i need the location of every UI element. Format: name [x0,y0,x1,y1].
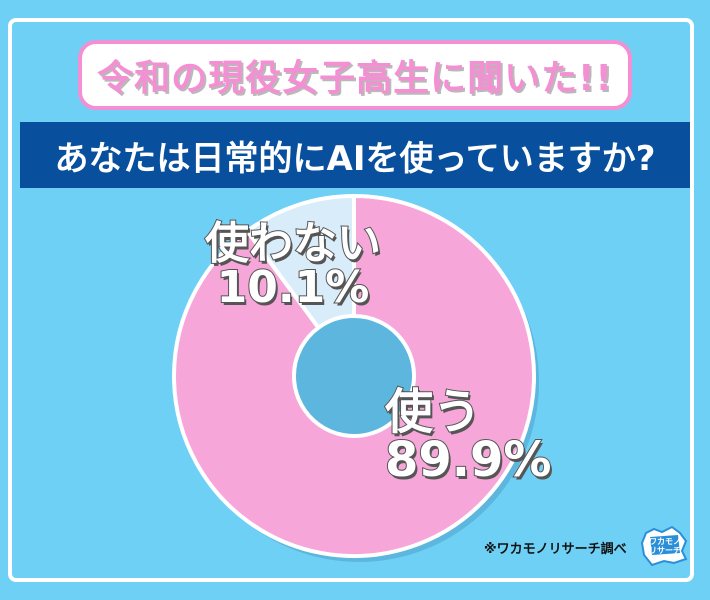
svg-text:ワカモノ: ワカモノ [649,537,681,546]
label-yes: 使う 89.9% [384,384,553,488]
frame [8,18,694,582]
label-yes-category: 使う [384,384,482,440]
label-no-category: 使わない [204,218,382,269]
svg-text:リサーチ: リサーチ [649,546,681,555]
label-no: 使わない 10.1% [204,218,382,313]
slice-0 [172,193,536,558]
slice-1 [244,193,356,331]
wakamono-research-logo: ワカモノ リサーチ [640,525,688,567]
question-banner: あなたは日常的にAIを使っていますか? [20,122,690,188]
label-no-value: 10.1% [216,262,371,313]
source-note: ※ワカモノリサーチ調べ [484,542,627,557]
survey-title: 令和の現役女子高生に聞いた!! [78,40,632,110]
label-yes-value: 89.9% [384,432,553,488]
